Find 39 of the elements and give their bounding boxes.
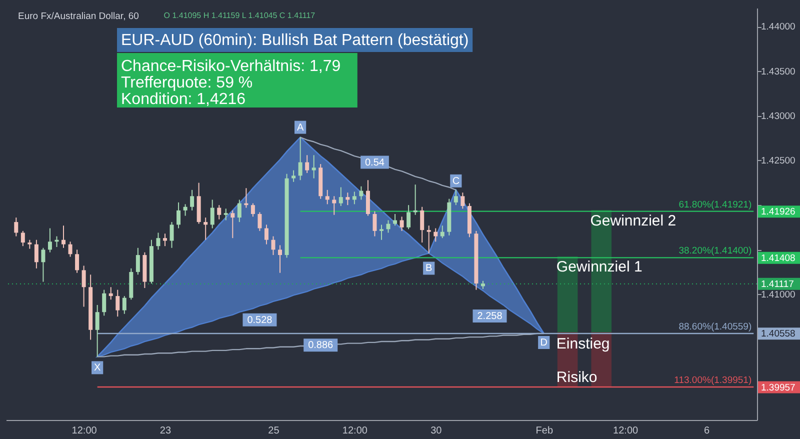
x-tick-label: 25: [268, 426, 280, 436]
chart-subtitle: Euro Fx/Australian Dollar, 60: [18, 11, 139, 22]
annotation: O 1.41095 H 1.41159 L 1.41045 C 1.41117: [164, 11, 316, 20]
annotation: Kondition: 1,4216: [121, 91, 246, 108]
series-label: 88.60%(1.40559): [678, 322, 752, 332]
y-tick-label: 1.41408: [761, 252, 796, 264]
x-tick-label: 12:00: [72, 426, 98, 436]
series-label: 61.80%(1.41921): [678, 199, 752, 210]
series-label: 113.00%(1.39951): [674, 375, 752, 386]
x-tick-label: 30: [430, 426, 442, 436]
y-tick-label: 1.43500: [761, 66, 796, 78]
annotation: 2.258: [477, 311, 503, 322]
y-tick-label: 1.40558: [761, 328, 796, 340]
annotation: C: [452, 176, 460, 187]
annotation: B: [426, 263, 433, 274]
annotation: A: [296, 122, 304, 134]
annotation: 0.528: [247, 314, 273, 326]
x-tick-label: 12:00: [342, 426, 368, 436]
y-tick-label: 1.41000: [761, 289, 796, 300]
x-tick-label: 12:00: [613, 426, 639, 436]
annotation: Chance-Risiko-Verhältnis: 1,79: [121, 58, 341, 75]
x-tick-label: 23: [160, 426, 172, 436]
y-tick-label: 1.41926: [761, 206, 796, 218]
annotation: Trefferquote: 59 %: [121, 74, 253, 92]
annotation: D: [540, 338, 548, 348]
y-tick-label: 1.42500: [761, 155, 796, 166]
annotation: X: [94, 362, 101, 374]
x-tick-label: 6: [704, 426, 710, 436]
text: EUR-AUD (60min): Bullish Bat Pattern (bestätigt): [121, 32, 469, 49]
annotation: Einstieg: [556, 336, 610, 352]
y-tick-label: 1.43000: [761, 110, 796, 122]
y-tick-label: 1.39957: [761, 382, 796, 394]
annotation: Gewinnziel 2: [590, 212, 676, 230]
y-tick-label: 1.44000: [761, 22, 796, 33]
annotation: Gewinnziel 1: [556, 258, 642, 276]
x-tick-label: Feb: [536, 426, 554, 436]
annotation: Risiko: [556, 369, 598, 386]
ref-line-label: 1.41117: [761, 278, 794, 290]
series-label: 38.20%(1.41400): [678, 246, 752, 257]
